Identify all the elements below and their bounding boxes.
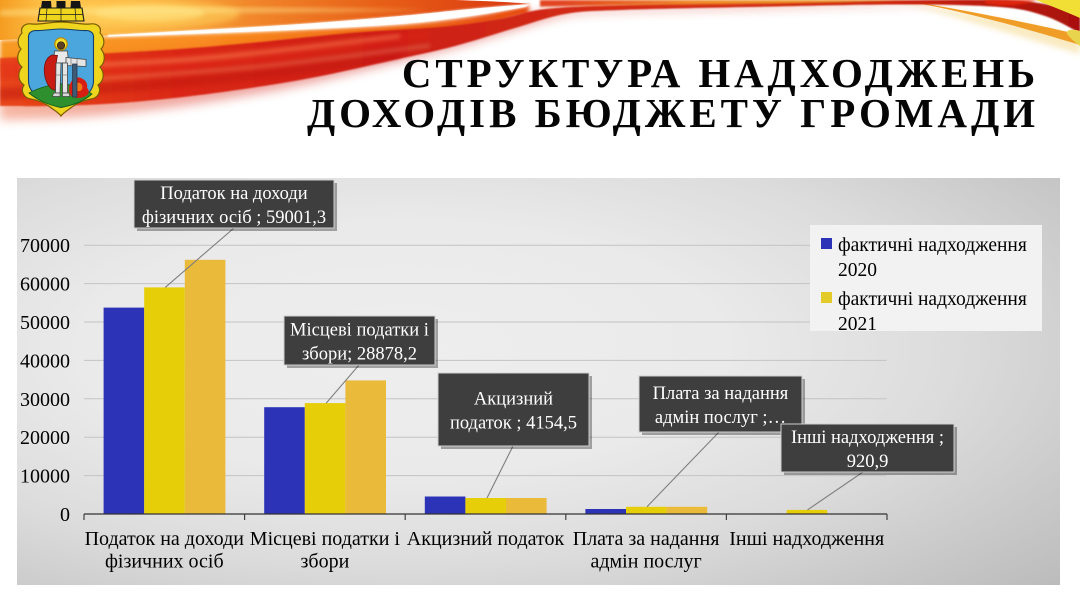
svg-text:10000: 10000 xyxy=(20,466,70,488)
svg-text:Інші надходження ;: Інші надходження ; xyxy=(791,428,944,448)
svg-text:30000: 30000 xyxy=(20,389,70,411)
svg-text:70000: 70000 xyxy=(20,235,70,257)
svg-text:Акцизний податок: Акцизний податок xyxy=(407,528,565,550)
svg-text:фактичні надходження: фактичні надходження xyxy=(838,235,1027,256)
svg-text:20000: 20000 xyxy=(20,427,70,449)
svg-text:50000: 50000 xyxy=(20,312,70,334)
svg-text:Місцеві податки і: Місцеві податки і xyxy=(290,321,429,341)
svg-text:60000: 60000 xyxy=(20,274,70,296)
svg-text:фізичних осіб ; 59001,3: фізичних осіб ; 59001,3 xyxy=(142,208,326,228)
svg-text:адмін послуг ;…: адмін послуг ;… xyxy=(655,408,786,428)
svg-text:Місцеві податки і: Місцеві податки і xyxy=(250,528,401,550)
svg-text:Податок на доходи: Податок на доходи xyxy=(85,528,245,550)
svg-text:збори: збори xyxy=(301,551,350,573)
svg-text:2021: 2021 xyxy=(838,314,877,335)
svg-text:Акцизний: Акцизний xyxy=(474,390,553,410)
svg-text:Плата за надання: Плата за надання xyxy=(573,528,720,550)
svg-text:фізичних осіб: фізичних осіб xyxy=(105,551,224,573)
svg-text:податок ; 4154,5: податок ; 4154,5 xyxy=(450,414,577,434)
svg-text:адмін послуг: адмін послуг xyxy=(590,551,701,573)
svg-text:ДОХОДІВ БЮДЖЕТУ ГРОМАДИ: ДОХОДІВ БЮДЖЕТУ ГРОМАДИ xyxy=(307,90,1039,136)
svg-text:0: 0 xyxy=(60,504,70,526)
svg-text:збори; 28878,2: збори; 28878,2 xyxy=(302,345,417,365)
svg-text:Плата за надання: Плата за надання xyxy=(653,384,789,404)
svg-text:фактичні надходження: фактичні надходження xyxy=(838,289,1027,310)
svg-text:СТРУКТУРА НАДХОДЖЕНЬ: СТРУКТУРА НАДХОДЖЕНЬ xyxy=(402,50,1039,96)
svg-text:40000: 40000 xyxy=(20,350,70,372)
svg-text:Податок на доходи: Податок на доходи xyxy=(160,184,308,204)
svg-text:920,9: 920,9 xyxy=(847,452,889,472)
svg-text:2020: 2020 xyxy=(838,260,877,281)
svg-text:Інші надходження: Інші надходження xyxy=(729,528,884,550)
